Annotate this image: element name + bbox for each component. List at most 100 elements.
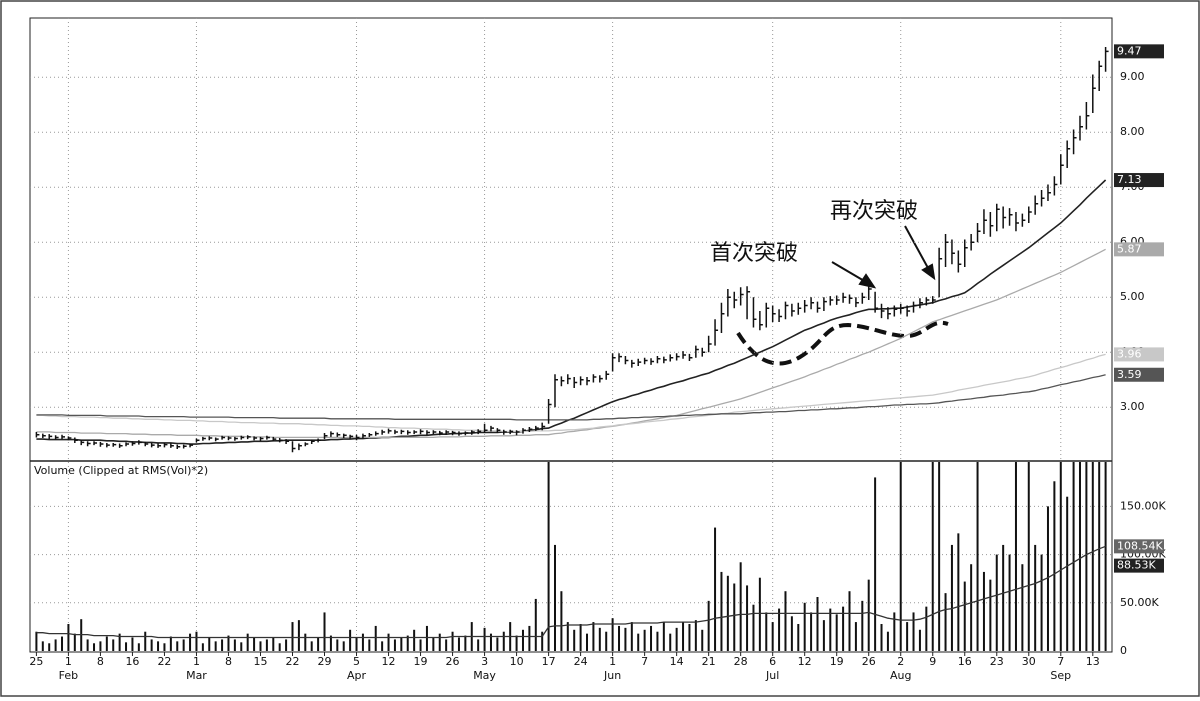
price-bar xyxy=(1040,189,1045,207)
volume-bar xyxy=(944,593,947,651)
volume-bar xyxy=(560,591,563,651)
volume-bar xyxy=(938,462,941,651)
price-bar xyxy=(707,335,712,353)
volume-bar xyxy=(886,631,889,651)
month-label: Aug xyxy=(890,669,911,682)
price-bar xyxy=(272,436,277,442)
price-bar xyxy=(656,356,661,364)
price-bar xyxy=(618,353,623,363)
price-bar xyxy=(464,431,469,436)
value-tag xyxy=(1114,347,1164,362)
volume-bar xyxy=(163,643,166,651)
price-bar xyxy=(727,288,731,317)
price-bar xyxy=(816,301,821,313)
price-bar xyxy=(695,345,699,358)
price-bar xyxy=(560,376,565,387)
volume-bar xyxy=(393,639,396,651)
price-bar xyxy=(1066,140,1071,168)
volume-bar xyxy=(957,533,960,651)
price-bar xyxy=(259,436,264,441)
volume-bar xyxy=(464,635,467,651)
volume-bar xyxy=(861,600,864,651)
volume-bar xyxy=(579,624,582,651)
volume-bar xyxy=(272,637,275,651)
price-bar xyxy=(522,428,526,434)
value-tag-label: 108.54K xyxy=(1117,539,1163,552)
price-bar xyxy=(439,430,443,436)
price-bar xyxy=(1002,206,1007,229)
price-bar xyxy=(637,358,642,366)
value-tag xyxy=(1114,242,1164,257)
volume-bar xyxy=(118,633,121,651)
month-label: Jun xyxy=(603,669,621,682)
volume-bar xyxy=(541,631,544,651)
price-bar xyxy=(374,431,379,436)
volume-bar xyxy=(970,564,973,651)
volume-bar xyxy=(253,637,256,651)
price-bar xyxy=(765,302,770,328)
x-tick-label: 7 xyxy=(1057,655,1064,668)
volume-bar xyxy=(304,633,307,651)
volume-bar xyxy=(605,631,608,651)
volume-bar xyxy=(547,462,550,651)
price-bar xyxy=(285,439,290,445)
volume-bar xyxy=(1104,462,1107,651)
volume-bar xyxy=(931,462,934,651)
price-bar xyxy=(471,430,475,435)
volume-bar xyxy=(157,641,160,651)
x-tick-label: 5 xyxy=(353,655,360,668)
x-tick-label: 10 xyxy=(510,655,524,668)
x-tick-label: 22 xyxy=(285,655,299,668)
price-bar xyxy=(445,430,450,435)
price-bar xyxy=(682,351,687,359)
volume-bar xyxy=(489,633,492,651)
x-tick-label: 15 xyxy=(253,655,267,668)
volume-bar xyxy=(669,633,672,651)
price-bar xyxy=(400,429,405,435)
volume-bar xyxy=(1046,506,1049,651)
x-tick-label: 3 xyxy=(481,655,488,668)
price-bar xyxy=(797,302,802,315)
price-bar xyxy=(368,433,373,437)
volume-bar xyxy=(496,637,499,651)
volume-bar xyxy=(675,627,678,651)
volume-bar xyxy=(1014,462,1017,651)
price-bar xyxy=(381,429,386,435)
volume-bar xyxy=(189,633,192,651)
volume-bar xyxy=(982,571,985,651)
price-bar xyxy=(323,433,328,440)
price-bar xyxy=(874,291,879,313)
volume-bar xyxy=(406,635,409,651)
value-tag-label: 7.13 xyxy=(1117,173,1142,186)
price-bar xyxy=(963,239,968,267)
volume-bar xyxy=(336,639,339,651)
price-bar xyxy=(599,375,603,383)
line xyxy=(36,248,1106,439)
volume-bar xyxy=(816,597,819,651)
volume-bar xyxy=(310,641,313,651)
volume-bar xyxy=(195,631,198,651)
volume-bar xyxy=(797,624,800,651)
arrow-head xyxy=(858,273,877,289)
price-bar xyxy=(1098,60,1103,91)
volume-bar xyxy=(989,579,992,651)
price-bar xyxy=(355,434,360,441)
volume-bar xyxy=(752,604,755,651)
price-bar xyxy=(202,436,206,441)
price-bar xyxy=(426,430,430,435)
x-tick-label: 8 xyxy=(225,655,232,668)
price-bar xyxy=(1008,208,1013,226)
price-bar xyxy=(650,358,655,365)
volume-bar xyxy=(361,633,364,651)
volume-bar xyxy=(201,643,204,651)
price-bar xyxy=(957,250,962,273)
volume-bar xyxy=(1078,462,1081,651)
price-bar xyxy=(848,294,853,304)
price-bar xyxy=(970,233,975,251)
x-tick-label: 14 xyxy=(670,655,684,668)
volume-bar xyxy=(746,585,749,651)
volume-bar xyxy=(534,598,537,651)
price-bar xyxy=(221,435,226,440)
month-label: Feb xyxy=(59,669,78,682)
